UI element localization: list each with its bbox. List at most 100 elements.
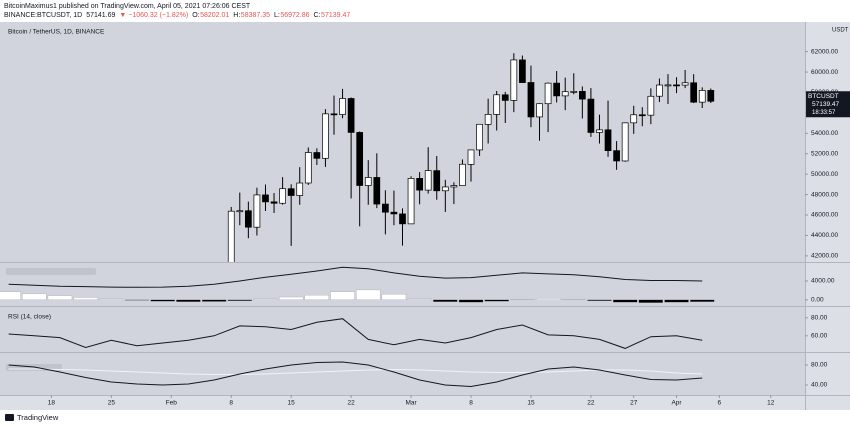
header-field: 58202.01 bbox=[200, 12, 229, 19]
histogram-bar bbox=[382, 294, 406, 300]
candle-body bbox=[357, 132, 363, 185]
candle-body bbox=[262, 195, 268, 202]
candle-body bbox=[408, 178, 414, 223]
y-tick-label: 60.00 bbox=[811, 333, 828, 340]
histogram-bar bbox=[408, 299, 432, 300]
candle-body bbox=[297, 183, 303, 195]
candle-body bbox=[245, 211, 251, 227]
histogram-bar bbox=[459, 300, 483, 302]
candle-body bbox=[425, 171, 431, 190]
histogram-bar bbox=[151, 300, 175, 301]
y-tick-label: 62000.00 bbox=[811, 48, 838, 55]
candle-body bbox=[699, 90, 705, 102]
candle-body bbox=[596, 130, 602, 133]
logo bbox=[5, 414, 14, 421]
header-field: 56972.86 bbox=[280, 12, 309, 19]
candle-body bbox=[237, 211, 243, 212]
candle-body bbox=[605, 130, 611, 151]
histogram-bar bbox=[331, 292, 355, 300]
header-field: L: bbox=[274, 12, 280, 19]
candle-body bbox=[280, 189, 286, 204]
pane-title: Bitcoin / TetherUS, 1D, BINANCE bbox=[8, 29, 105, 36]
candle-body bbox=[511, 60, 517, 101]
candle-body bbox=[254, 195, 260, 227]
candle-body bbox=[631, 115, 637, 123]
candle-body bbox=[417, 178, 423, 190]
candle-body bbox=[314, 153, 320, 159]
candle-body bbox=[305, 153, 311, 183]
candle-body bbox=[588, 99, 594, 132]
candle-body bbox=[374, 177, 380, 204]
histogram-bar bbox=[613, 300, 637, 302]
histogram-bar bbox=[279, 297, 303, 300]
candle-body bbox=[451, 186, 457, 187]
histogram-bar bbox=[0, 292, 21, 300]
candle-body bbox=[562, 92, 568, 96]
candle-body bbox=[537, 104, 543, 117]
candle-body bbox=[674, 85, 680, 86]
candle-body bbox=[571, 91, 577, 92]
candle-body bbox=[648, 96, 654, 115]
pane-title: RSI (14, close) bbox=[8, 314, 51, 321]
histogram-bar bbox=[22, 294, 46, 300]
x-tick-label: 8 bbox=[229, 400, 233, 407]
y-tick-label: 42000.00 bbox=[811, 253, 838, 260]
candle-body bbox=[622, 123, 628, 161]
y-tick-label: 40.00 bbox=[811, 382, 828, 389]
candle-body bbox=[614, 151, 620, 161]
histogram-bar bbox=[48, 296, 72, 300]
countdown: 18:33:57 bbox=[812, 110, 836, 116]
last-price: 57139.47 bbox=[812, 101, 839, 108]
candle-body bbox=[382, 204, 388, 212]
histogram-bar bbox=[485, 300, 509, 301]
candle-body bbox=[554, 83, 560, 96]
candle-body bbox=[691, 83, 697, 102]
axis-unit: USDT bbox=[832, 28, 849, 34]
header-field: 57139.47 bbox=[321, 12, 350, 19]
candle-body bbox=[322, 114, 328, 158]
candle-body bbox=[340, 99, 346, 115]
x-tick-label: 8 bbox=[469, 400, 473, 407]
last-symbol: BTCUSDT bbox=[808, 93, 839, 100]
brand: TradingView bbox=[17, 413, 59, 422]
histogram-bar bbox=[305, 295, 329, 300]
candle-body bbox=[459, 164, 465, 185]
x-tick-label: 27 bbox=[630, 400, 638, 407]
histogram-bar bbox=[639, 300, 663, 303]
y-tick-label: 60000.00 bbox=[811, 69, 838, 76]
candle-body bbox=[400, 214, 406, 224]
candle-body bbox=[665, 85, 671, 86]
candle-body bbox=[494, 95, 500, 115]
x-tick-label: 12 bbox=[767, 400, 775, 407]
y-tick-label: 4000.00 bbox=[811, 278, 835, 285]
header-field: H: bbox=[233, 12, 240, 19]
y-tick-label: 80.00 bbox=[811, 362, 828, 369]
histogram-bar bbox=[536, 298, 560, 299]
time-axis-background bbox=[0, 395, 850, 410]
header-field: 58387.35 bbox=[241, 12, 270, 19]
x-tick-label: 22 bbox=[347, 400, 355, 407]
candle-body bbox=[365, 177, 371, 185]
candle-body bbox=[442, 187, 448, 191]
histogram-bar bbox=[202, 300, 226, 302]
header-field: BINANCE:BTCUSDT, 1D bbox=[4, 12, 82, 19]
candle-body bbox=[288, 189, 294, 196]
candle-body bbox=[528, 83, 534, 117]
candle-body bbox=[331, 114, 337, 115]
publisher: BitcoinMaximus1 published on TradingView… bbox=[4, 3, 251, 10]
x-tick-label: 6 bbox=[718, 400, 722, 407]
candle-body bbox=[545, 83, 551, 104]
x-tick-label: Mar bbox=[405, 400, 417, 407]
candle-body bbox=[579, 91, 585, 99]
x-tick-label: 15 bbox=[288, 400, 296, 407]
candle-body bbox=[477, 124, 483, 150]
candle-body bbox=[468, 150, 474, 164]
y-tick-label: 54000.00 bbox=[811, 130, 838, 137]
candle-body bbox=[682, 83, 688, 85]
candle-body bbox=[656, 85, 662, 96]
histogram-bar bbox=[176, 300, 200, 302]
candle-body bbox=[485, 114, 491, 124]
